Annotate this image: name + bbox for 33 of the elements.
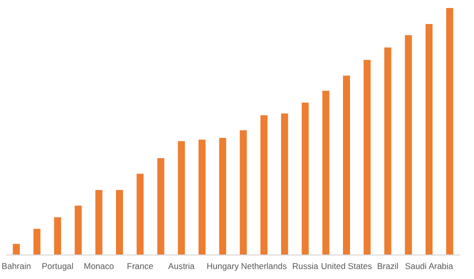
bar <box>219 138 226 255</box>
bar <box>302 102 309 255</box>
x-tick-label: Hungary <box>206 261 240 272</box>
bar <box>240 130 247 255</box>
bar <box>33 228 40 255</box>
bar <box>198 140 206 255</box>
bar <box>426 24 433 255</box>
bar <box>178 141 185 255</box>
bar <box>12 244 20 255</box>
x-tick-label: Austria <box>168 261 195 272</box>
bar <box>116 190 123 255</box>
bar <box>384 48 392 255</box>
bar <box>260 115 268 255</box>
x-tick-label: France <box>126 261 154 272</box>
bar <box>281 113 288 255</box>
bar <box>364 60 371 255</box>
x-tick-label: Brazil <box>377 261 399 272</box>
bar <box>342 76 350 255</box>
bar <box>74 206 82 255</box>
bar <box>136 174 144 255</box>
x-tick-label: Saudi Arabia <box>404 261 454 272</box>
bar <box>322 90 330 255</box>
x-tick-label: Bahrain <box>2 261 32 272</box>
x-tick-label: Monaco <box>84 261 114 272</box>
bar <box>157 158 164 255</box>
bar <box>404 35 412 255</box>
x-tick-label: Russia <box>292 261 318 272</box>
x-tick-label: United States <box>320 261 372 272</box>
bar <box>54 217 62 255</box>
bar <box>95 190 102 255</box>
x-tick-label: Netherlands <box>241 261 287 272</box>
x-tick-label: Portugal <box>42 261 74 272</box>
bar <box>446 8 454 255</box>
